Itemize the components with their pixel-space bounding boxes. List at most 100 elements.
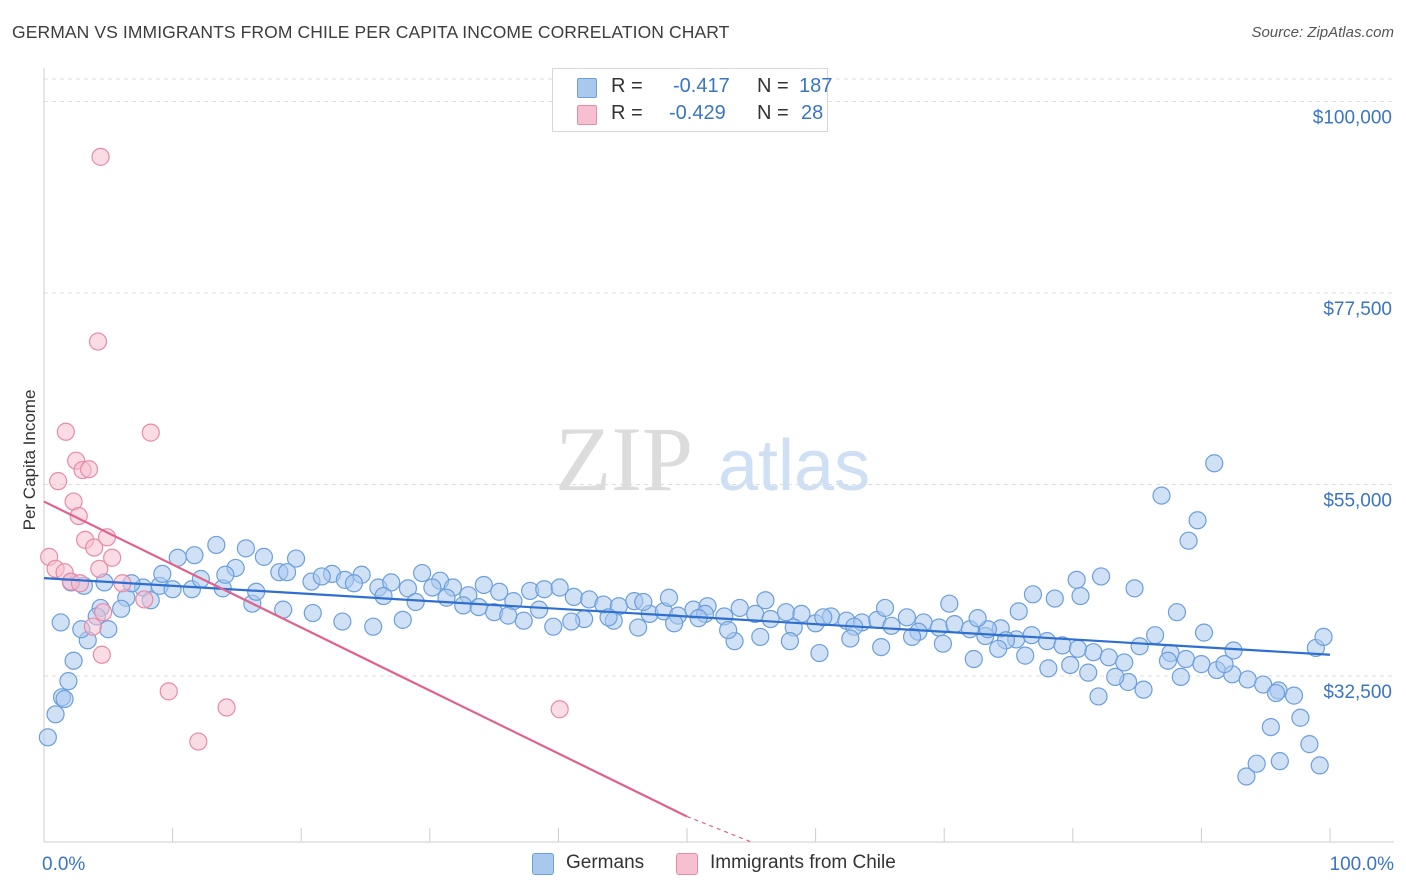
- german-point: [1237, 767, 1256, 786]
- german-point: [1254, 675, 1273, 694]
- german-point: [929, 618, 949, 637]
- chile-point: [94, 603, 113, 622]
- german-point: [64, 651, 83, 670]
- chile-point: [92, 645, 111, 664]
- german-point: [333, 612, 352, 631]
- german-point: [1115, 653, 1134, 672]
- german-point: [1266, 683, 1286, 703]
- german-point: [550, 578, 569, 597]
- chile-point: [217, 698, 236, 717]
- chile-point: [83, 617, 102, 636]
- x-tick-label-max: 100.0%: [1330, 854, 1395, 875]
- german-point: [1179, 531, 1198, 550]
- chile-point: [159, 682, 178, 701]
- legend-label-chile: Immigrants from Chile: [710, 852, 896, 873]
- x-tick-label-min: 0.0%: [42, 854, 85, 875]
- chile-trend-extension: [686, 815, 752, 843]
- german-point: [730, 598, 749, 618]
- chile-point: [90, 559, 109, 578]
- chile-point: [85, 538, 104, 557]
- german-point: [185, 546, 204, 565]
- gridlines: [44, 78, 1394, 677]
- german-point: [564, 587, 583, 606]
- source-label: Source: ZipAtlas.com: [1251, 24, 1394, 41]
- german-point: [1194, 623, 1214, 642]
- german-point: [1192, 655, 1211, 674]
- german-point: [454, 596, 473, 615]
- german-point: [1045, 589, 1064, 608]
- german-point: [1215, 655, 1234, 674]
- german-point: [382, 573, 401, 592]
- german-point: [780, 632, 799, 651]
- german-point: [535, 580, 554, 599]
- german-point: [1158, 651, 1178, 670]
- correlation-legend: R = -0.417 N = 187 R = -0.429 N = 28: [552, 68, 832, 132]
- german-point: [1091, 567, 1111, 586]
- legend-swatch-germans: [532, 853, 554, 875]
- german-point: [153, 564, 172, 584]
- axis-labels: $32,500 $55,000 $77,500 $100,000 0.0% 100.0% P…: [20, 108, 1394, 875]
- chile-point: [88, 332, 108, 351]
- german-point: [437, 588, 456, 607]
- german-point: [1067, 570, 1086, 589]
- german-point: [254, 547, 274, 566]
- legend-n-value: 187: [799, 75, 833, 97]
- german-point: [398, 579, 418, 598]
- german-point: [1106, 667, 1125, 686]
- german-point: [940, 594, 959, 613]
- german-point: [841, 629, 860, 648]
- german-point: [286, 549, 306, 568]
- german-point: [1061, 655, 1080, 675]
- german-point: [1205, 454, 1224, 473]
- german-point: [46, 705, 65, 724]
- german-point: [719, 620, 738, 640]
- y-tick-label: $100,000: [1313, 108, 1392, 129]
- legend-r-label: R =: [611, 75, 643, 97]
- german-point: [406, 592, 425, 612]
- legend-swatch-chile: [577, 105, 597, 125]
- german-point: [55, 689, 74, 709]
- german-point: [1130, 637, 1149, 656]
- german-point: [490, 582, 509, 601]
- german-point: [163, 580, 182, 599]
- german-point: [751, 627, 770, 646]
- german-point: [277, 563, 297, 582]
- german-point: [665, 614, 684, 633]
- trend-lines: [43, 500, 1331, 843]
- german-point: [1270, 752, 1289, 771]
- german-point: [38, 728, 57, 747]
- german-point: [902, 627, 922, 646]
- legend-label-germans: Germans: [566, 852, 645, 873]
- german-point: [59, 672, 78, 691]
- german-point: [303, 603, 322, 623]
- german-point: [1152, 486, 1171, 505]
- legend-n-label: N =: [757, 75, 789, 97]
- german-point: [1167, 603, 1187, 622]
- german-point: [1314, 627, 1333, 646]
- chile-trend-line: [43, 500, 688, 818]
- german-point: [1079, 663, 1098, 682]
- watermark-zip: ZIP: [555, 408, 693, 510]
- german-point: [1261, 717, 1280, 737]
- german-point: [1247, 754, 1266, 773]
- german-point: [393, 610, 412, 629]
- german-point: [207, 535, 226, 555]
- german-point: [1037, 632, 1057, 651]
- german-point: [810, 643, 829, 663]
- german-point: [968, 609, 987, 628]
- legend-swatch-chile: [676, 853, 698, 875]
- german-point: [236, 539, 256, 558]
- chile-point: [91, 147, 110, 166]
- german-point: [1171, 667, 1190, 686]
- german-point: [1310, 756, 1329, 775]
- german-point: [544, 617, 563, 636]
- chart-title: GERMAN VS IMMIGRANTS FROM CHILE PER CAPI…: [12, 22, 730, 42]
- german-point: [112, 599, 131, 618]
- chile-point: [141, 423, 160, 442]
- german-point: [882, 616, 901, 635]
- german-point: [776, 603, 796, 622]
- chile-point: [70, 574, 90, 593]
- german-point: [1291, 708, 1310, 727]
- german-point: [530, 600, 549, 619]
